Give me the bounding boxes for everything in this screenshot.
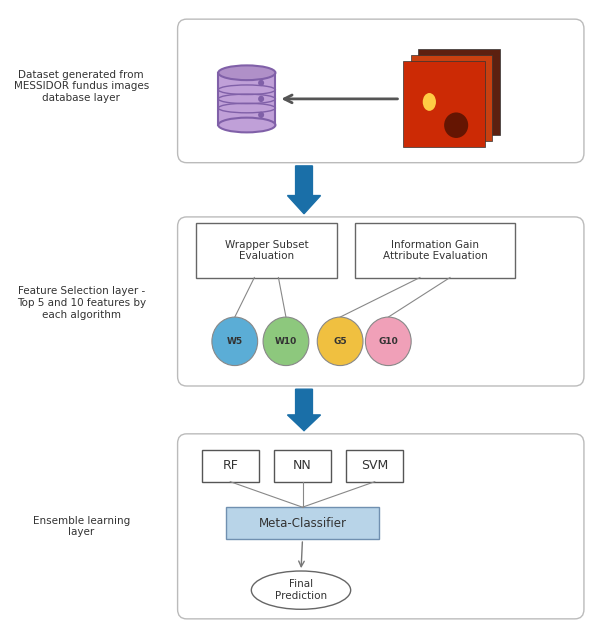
Polygon shape (288, 389, 320, 431)
Circle shape (258, 96, 264, 102)
Text: Feature Selection layer -
Top 5 and 10 features by
each algorithm: Feature Selection layer - Top 5 and 10 f… (17, 286, 146, 320)
Circle shape (212, 317, 258, 366)
Circle shape (258, 80, 264, 86)
Text: Information Gain
Attribute Evaluation: Information Gain Attribute Evaluation (382, 240, 488, 261)
Text: G5: G5 (334, 337, 347, 346)
Text: Final
Prediction: Final Prediction (275, 579, 327, 601)
Text: W5: W5 (227, 337, 243, 346)
Circle shape (365, 317, 411, 366)
Text: RF: RF (222, 459, 238, 472)
Text: Meta-Classifier: Meta-Classifier (258, 517, 347, 530)
FancyBboxPatch shape (418, 49, 500, 135)
Text: G10: G10 (379, 337, 398, 346)
FancyBboxPatch shape (178, 19, 584, 163)
Text: SVM: SVM (361, 459, 388, 472)
Text: NN: NN (293, 459, 312, 472)
FancyBboxPatch shape (218, 73, 276, 125)
FancyBboxPatch shape (178, 434, 584, 619)
Ellipse shape (252, 571, 350, 609)
Ellipse shape (218, 66, 275, 80)
FancyBboxPatch shape (403, 61, 485, 147)
Circle shape (263, 317, 309, 366)
Circle shape (317, 317, 363, 366)
FancyBboxPatch shape (226, 507, 379, 539)
Text: Dataset generated from
MESSIDOR fundus images
database layer: Dataset generated from MESSIDOR fundus i… (14, 70, 149, 103)
Polygon shape (288, 166, 320, 214)
FancyBboxPatch shape (346, 450, 403, 482)
Ellipse shape (423, 93, 436, 111)
Circle shape (258, 112, 264, 118)
FancyBboxPatch shape (411, 55, 492, 141)
FancyBboxPatch shape (202, 450, 259, 482)
Ellipse shape (444, 112, 468, 138)
Ellipse shape (218, 117, 275, 133)
FancyBboxPatch shape (178, 217, 584, 386)
Text: Ensemble learning
layer: Ensemble learning layer (33, 516, 130, 537)
FancyBboxPatch shape (274, 450, 331, 482)
FancyBboxPatch shape (196, 223, 337, 278)
Text: W10: W10 (275, 337, 297, 346)
FancyBboxPatch shape (355, 223, 515, 278)
Text: Wrapper Subset
Evaluation: Wrapper Subset Evaluation (225, 240, 308, 261)
